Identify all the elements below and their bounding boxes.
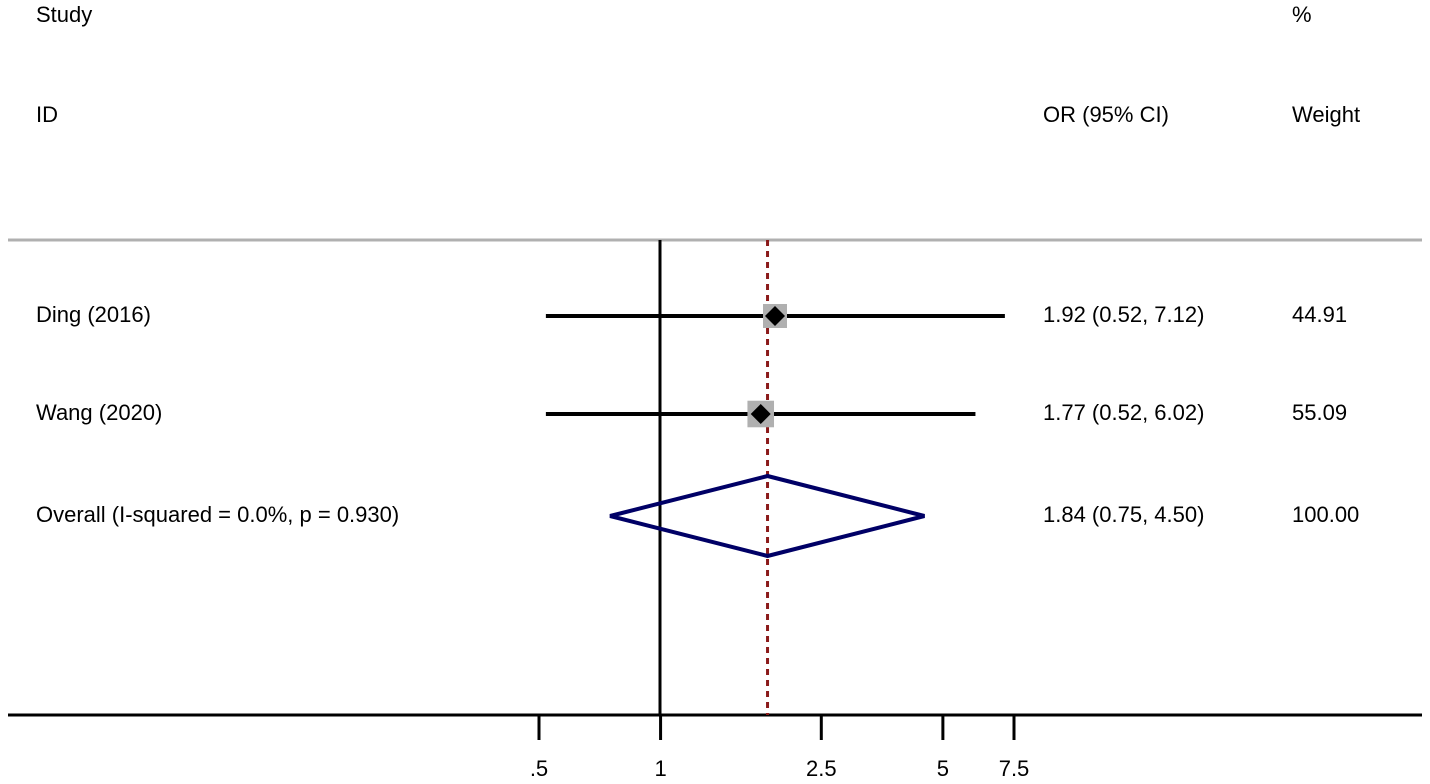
x-tick-label: 2.5: [806, 756, 837, 781]
x-tick-label: 7.5: [999, 756, 1030, 781]
overall-diamond: [609, 473, 925, 559]
point-estimate: [764, 306, 785, 326]
weight-label: 44.91: [1292, 302, 1347, 327]
effect-label: 1.77 (0.52, 6.02): [1043, 400, 1204, 425]
header-study: Study: [36, 2, 92, 27]
point-estimate: [750, 404, 771, 424]
header-weight: Weight: [1292, 102, 1360, 127]
overall-weight-label: 100.00: [1292, 502, 1359, 527]
header-effect: OR (95% CI): [1043, 102, 1169, 127]
header-id: ID: [36, 102, 58, 127]
x-tick-label: 1: [654, 756, 666, 781]
overall-id: Overall (I-squared = 0.0%, p = 0.930): [36, 502, 399, 527]
effect-label: 1.92 (0.52, 7.12): [1043, 302, 1204, 327]
overall-effect-label: 1.84 (0.75, 4.50): [1043, 502, 1204, 527]
study-id: Ding (2016): [36, 302, 151, 327]
x-tick-label: .5: [530, 756, 548, 781]
study-id: Wang (2020): [36, 400, 162, 425]
header-percent: %: [1292, 2, 1312, 27]
weight-label: 55.09: [1292, 400, 1347, 425]
x-tick-label: 5: [937, 756, 949, 781]
